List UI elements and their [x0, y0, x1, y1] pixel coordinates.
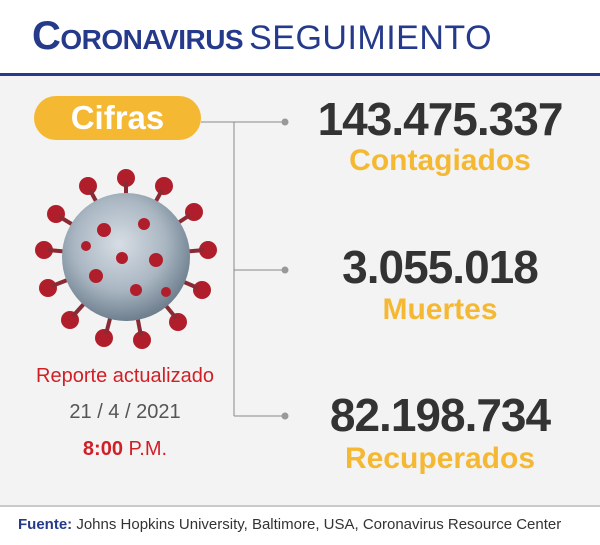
title-light: SEGUIMIENTO	[249, 19, 493, 57]
stat-value-recuperados: 82.198.734	[329, 389, 551, 441]
stat-label-recuperados: Recuperados	[344, 442, 536, 475]
cifras-badge: Cifras	[34, 96, 201, 140]
source-label: Fuente:	[18, 516, 73, 533]
report-time-suffix: P.M.	[128, 438, 168, 460]
stat-label-contagiados: Contagiados	[349, 144, 531, 177]
source-text: Johns Hopkins University, Baltimore, USA…	[76, 516, 562, 533]
coronavirus-icon	[35, 169, 217, 349]
report-label: Reporte actualizado	[36, 365, 214, 387]
report-time-hour: 8:00	[82, 438, 123, 460]
bullet-dot	[281, 266, 289, 274]
title-bold: Coronavirus	[32, 14, 244, 58]
stat-value-muertes: 3.055.018	[342, 241, 539, 293]
footer: Fuente: Johns Hopkins University, Baltim…	[0, 505, 600, 545]
page-title: Coronavirus SEGUIMIENTO	[32, 14, 492, 59]
bullet-dot	[281, 118, 289, 126]
connector-lines	[201, 118, 289, 420]
stat-value-contagiados: 143.475.337	[317, 93, 564, 145]
stat-label-muertes: Muertes	[382, 293, 498, 326]
source-credit: Fuente: Johns Hopkins University, Baltim…	[18, 516, 561, 533]
report-time: 8:00 P.M.	[10, 438, 240, 461]
header: Coronavirus SEGUIMIENTO	[0, 0, 600, 76]
bullet-dot	[281, 412, 289, 420]
report-date: 21 / 4 / 2021	[69, 401, 181, 423]
header-divider	[0, 73, 600, 76]
